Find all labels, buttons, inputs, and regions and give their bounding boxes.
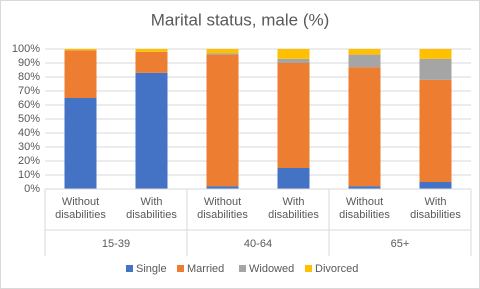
x-tick-label: With disabilities — [268, 196, 319, 221]
y-tick-label: 100% — [12, 43, 40, 55]
bar-segment — [348, 67, 381, 187]
x-tick-label: Without disabilities — [197, 196, 248, 221]
bar-segment — [135, 49, 168, 52]
group-label: 15-39 — [102, 238, 130, 250]
chart-title: Marital status, male (%) — [151, 10, 330, 29]
bar-segment — [64, 50, 97, 98]
bar-segment — [419, 182, 452, 189]
bar-segment — [135, 72, 168, 189]
y-tick-label: 0% — [24, 183, 40, 195]
legend-swatch — [177, 265, 184, 272]
bar-segment — [348, 54, 381, 68]
bar-segment — [206, 49, 239, 54]
x-tick-label: Without disabilities — [339, 196, 390, 221]
x-tick-label: Without disabilities — [55, 196, 106, 221]
legend-label: Single — [136, 263, 167, 275]
y-tick-label: 60% — [18, 99, 40, 111]
x-tick-label: With disabilities — [410, 196, 461, 221]
bar-segment — [64, 98, 97, 189]
bar-segment — [64, 49, 97, 51]
bar-segment — [348, 49, 381, 55]
y-tick-label: 50% — [18, 113, 40, 125]
bar-segment — [419, 79, 452, 182]
legend-swatch — [239, 265, 246, 272]
legend-label: Divorced — [315, 263, 358, 275]
group-label: 40-64 — [244, 238, 272, 250]
bar-segment — [206, 186, 239, 189]
y-tick-label: 20% — [18, 155, 40, 167]
y-tick-label: 10% — [18, 169, 40, 181]
legend-label: Widowed — [249, 263, 294, 275]
bar-segment — [206, 54, 239, 187]
bar-segment — [135, 51, 168, 73]
legend-swatch — [305, 265, 312, 272]
bar-segment — [419, 58, 452, 80]
group-label: 65+ — [391, 238, 410, 250]
y-tick-label: 40% — [18, 127, 40, 139]
y-tick-label: 80% — [18, 71, 40, 83]
bar-segment — [348, 186, 381, 189]
legend-label: Married — [187, 263, 224, 275]
y-tick-label: 30% — [18, 141, 40, 153]
y-tick-label: 70% — [18, 85, 40, 97]
bar-segment — [419, 49, 452, 59]
bar-segment — [277, 58, 310, 63]
bar-segment — [277, 63, 310, 168]
bar-segment — [277, 168, 310, 189]
x-tick-label: With disabilities — [126, 196, 177, 221]
legend-swatch — [126, 265, 133, 272]
y-tick-label: 90% — [18, 57, 40, 69]
bar-segment — [277, 49, 310, 59]
bar-segment — [206, 53, 239, 55]
